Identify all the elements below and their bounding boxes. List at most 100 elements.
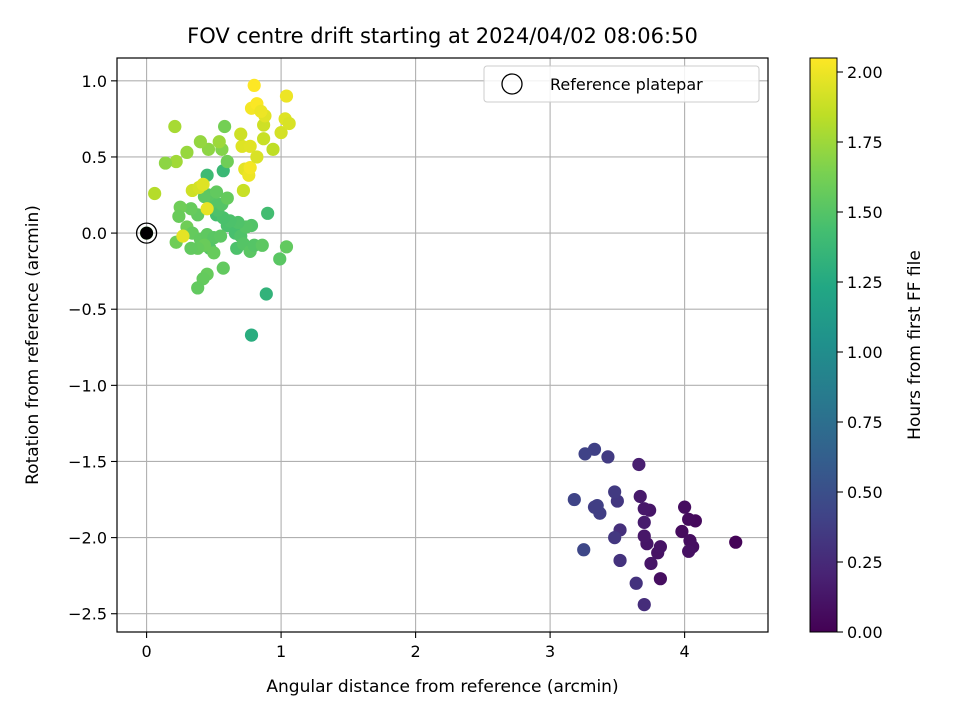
data-point (234, 127, 248, 141)
data-point (220, 191, 234, 205)
data-point (216, 261, 230, 275)
plot-frame (116, 57, 769, 633)
data-point (629, 576, 643, 590)
data-point (587, 500, 602, 514)
colorbar-tick-label: 0.00 (847, 623, 883, 642)
data-point (637, 515, 651, 529)
legend-marker (501, 73, 523, 95)
data-point (273, 252, 287, 266)
colorbar-tick-label: 0.75 (847, 413, 883, 432)
data-point (261, 206, 275, 220)
data-point (678, 500, 692, 514)
data-point (601, 450, 615, 464)
data-point (567, 492, 581, 507)
data-point (218, 119, 232, 134)
colorbar-tick-label: 0.25 (847, 553, 883, 572)
reference-ring (135, 222, 158, 244)
data-points (148, 78, 743, 612)
y-axis-title: Rotation from reference (arcmin) (23, 205, 43, 485)
x-axis-ticks: 0 1 2 3 4 (141, 632, 690, 661)
colorbar-tick-label: 2.00 (847, 63, 883, 82)
data-point (682, 544, 696, 558)
y-tick-label: 0.0 (82, 224, 107, 243)
data-point (169, 154, 183, 169)
y-tick-label: −0.5 (68, 300, 107, 319)
legend-box (483, 65, 760, 103)
chart-title: FOV centre drift starting at 2024/04/02 … (187, 24, 698, 48)
data-point (191, 281, 205, 295)
data-point (637, 529, 651, 543)
colorbar-ticks: 0.00 0.25 0.50 0.75 1.00 1.25 1.50 1.75 2.00 (837, 63, 883, 642)
data-point (632, 457, 646, 472)
reference-point (135, 222, 158, 244)
y-tick-label: −1.0 (68, 376, 107, 395)
x-tick-label: 3 (545, 642, 555, 661)
data-point (279, 240, 294, 254)
y-tick-label: 0.5 (82, 148, 107, 167)
data-point (213, 229, 228, 243)
colorbar: 0.00 0.25 0.50 0.75 1.00 1.25 1.50 1.75 2.00 Hou… (809, 57, 925, 642)
colorbar-title: Hours from first FF file (905, 250, 925, 440)
colorbar-tick-label: 1.50 (847, 203, 883, 222)
x-tick-label: 1 (276, 642, 286, 661)
data-point (220, 154, 234, 169)
legend: Reference platepar (483, 65, 760, 103)
data-point (196, 177, 210, 191)
data-point (282, 116, 296, 131)
data-point (608, 531, 622, 545)
data-point (243, 139, 257, 153)
data-point (176, 229, 190, 243)
data-point (148, 186, 162, 201)
data-point (274, 126, 288, 140)
data-point (637, 597, 651, 612)
y-tick-label: 1.0 (82, 72, 107, 91)
data-point (644, 556, 658, 571)
data-point (250, 150, 264, 164)
data-point (633, 489, 647, 504)
data-point (613, 553, 627, 568)
data-point (266, 142, 280, 156)
data-point (729, 535, 743, 549)
x-tick-label: 2 (411, 642, 421, 661)
y-tick-label: −1.5 (68, 452, 107, 471)
colorbar-frame (809, 57, 838, 633)
data-point (675, 524, 689, 539)
x-tick-label: 4 (680, 642, 690, 661)
grid (117, 58, 768, 632)
data-point (158, 156, 173, 170)
data-point (653, 572, 667, 586)
legend-label: Reference platepar (550, 75, 703, 94)
colorbar-tick-label: 0.50 (847, 483, 883, 502)
data-point (578, 447, 592, 461)
x-tick-label: 0 (141, 642, 151, 661)
data-point (247, 78, 261, 93)
reference-center (140, 226, 154, 240)
data-point (637, 502, 651, 516)
data-point (244, 328, 259, 342)
data-point (257, 132, 271, 146)
data-point (207, 246, 221, 260)
data-point (184, 202, 198, 216)
data-point (254, 104, 268, 118)
data-point (184, 241, 198, 255)
data-point (279, 89, 294, 103)
y-axis-ticks: 1.0 0.5 0.0 −0.5 −1.0 −1.5 −2.0 −2.5 (68, 72, 117, 624)
y-tick-label: −2.5 (68, 605, 107, 624)
data-point (180, 145, 194, 159)
data-point (682, 512, 696, 526)
data-point (259, 287, 273, 301)
y-tick-label: −2.0 (68, 529, 107, 548)
data-point (243, 161, 257, 175)
data-point (193, 135, 207, 149)
data-point (168, 119, 182, 134)
data-point (653, 540, 667, 554)
colorbar-tick-label: 1.00 (847, 343, 883, 362)
data-point (608, 485, 622, 499)
data-point (577, 543, 591, 557)
colorbar-tick-label: 1.25 (847, 273, 883, 292)
colorbar-gradient (810, 58, 837, 632)
data-point (209, 185, 224, 199)
colorbar-tick-label: 1.75 (847, 133, 883, 152)
data-point (200, 202, 214, 216)
